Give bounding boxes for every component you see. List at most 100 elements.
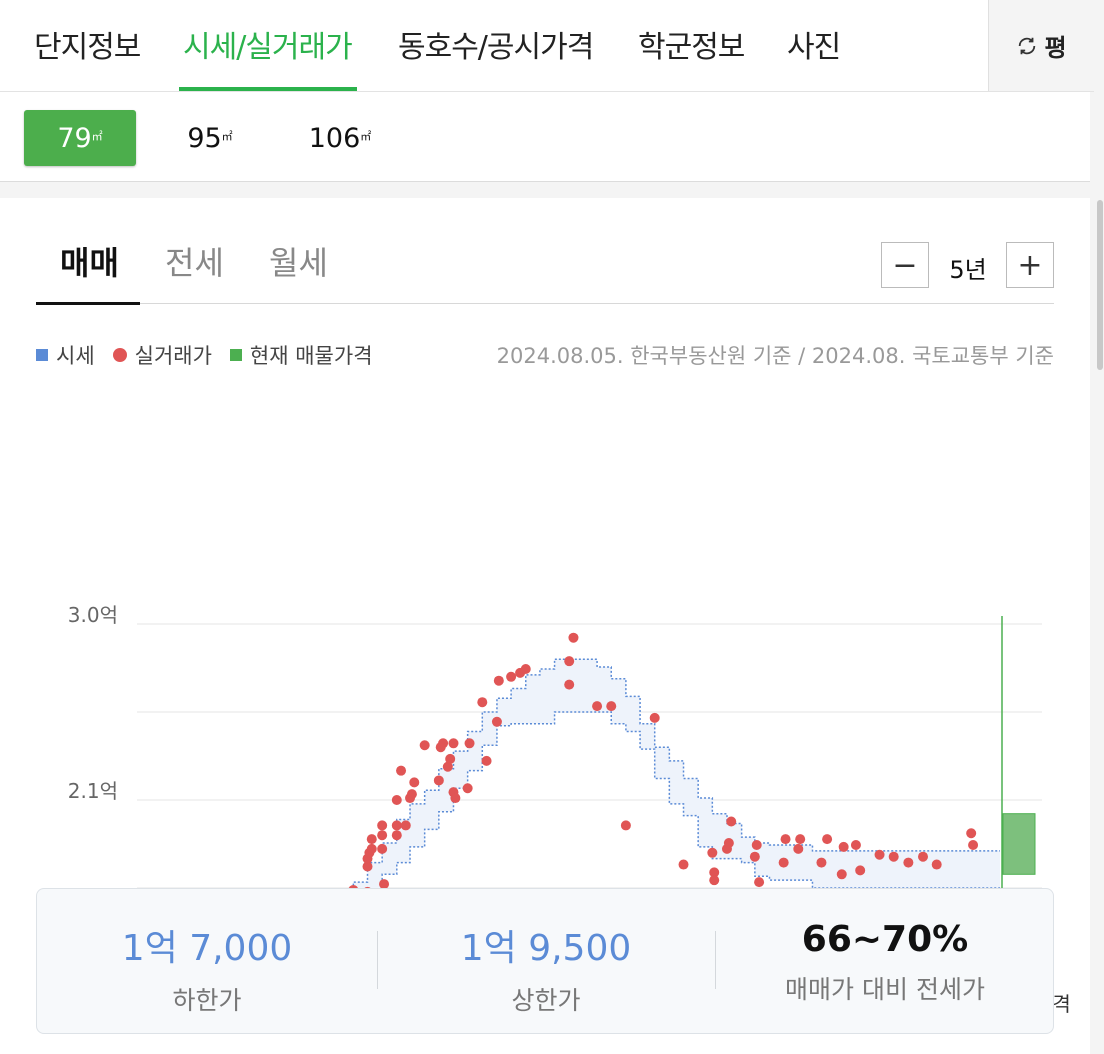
transaction-point [874,849,885,860]
transaction-point [592,701,603,712]
transaction-point [754,877,765,888]
y-tick-label: 3.0억 [68,603,118,627]
transaction-point [968,839,979,850]
area-value: 79 [57,122,92,154]
area-value: 106 [308,122,361,154]
summary-label: 하한가 [172,986,242,1015]
area-selector: 79 ㎡ 95 ㎡ 106 ㎡ [0,92,1090,182]
transaction-point [780,834,791,845]
data-source-note: 2024.08.05. 한국부동산원 기준 / 2024.08. 국토교통부 기… [496,344,1054,368]
scrollbar[interactable] [1096,0,1104,1054]
transaction-point [377,830,388,841]
top-nav: 단지정보 시세/실거래가 동호수/공시가격 학군정보 사진 평 [0,0,1094,92]
transaction-point [406,789,417,800]
y-tick-label: 2.1억 [68,779,118,803]
legend-item-transaction: 실거래가 [112,340,212,370]
legend-dot-icon [112,348,127,362]
transaction-point [723,838,734,849]
transaction-point [442,761,453,772]
transaction-point [391,795,402,805]
period-increase-button[interactable]: + [1006,242,1054,288]
transaction-point [464,738,475,749]
transaction-point [520,663,531,674]
tab-photos[interactable]: 사진 [787,30,841,65]
legend-label: 실거래가 [134,344,212,368]
transaction-point [445,753,456,764]
divider [715,931,716,989]
transaction-point [778,857,789,868]
transaction-point [850,839,861,850]
summary-low: 1억 7,000 하한가 [37,889,377,1035]
scrollbar-thumb[interactable] [1097,200,1103,370]
summary-label: 상한가 [511,986,581,1015]
transaction-point [709,875,720,886]
transaction-point [493,675,504,686]
transaction-point [678,859,689,870]
legend-square-icon [229,349,242,361]
transaction-point [568,632,579,643]
transaction-point [726,816,737,827]
period-label: 5년 [949,256,987,284]
transaction-point [793,843,804,854]
trade-tab-underline [36,302,140,305]
period-decrease-button[interactable]: − [881,242,929,288]
transaction-point [707,847,718,858]
transaction-point [795,834,806,845]
transaction-point [564,679,575,690]
summary-high: 1억 9,500 상한가 [377,889,715,1035]
transaction-point [450,793,461,804]
divider [377,931,378,989]
area-option-79[interactable]: 79 ㎡ [24,110,136,166]
transaction-point [903,857,914,868]
tab-units-official-price[interactable]: 동호수/공시가격 [398,30,594,65]
area-unit: ㎡ [221,130,233,143]
trade-tab-jeonse[interactable]: 전세 [165,244,224,282]
transaction-point [966,828,977,839]
unit-label: 평 [1044,34,1067,62]
transaction-point [506,671,517,682]
legend-item-market: 시세 [36,340,95,370]
transaction-point [838,841,849,852]
transaction-point [918,851,929,862]
transaction-point [477,697,488,708]
transaction-point [888,851,899,862]
transaction-point [931,859,942,870]
transaction-point [433,775,444,786]
transaction-point [836,869,847,880]
trade-tab-monthly[interactable]: 월세 [269,244,328,282]
transaction-point [749,851,760,862]
tab-price[interactable]: 시세/실거래가 [183,30,353,65]
transaction-point [564,656,575,667]
transaction-point [448,738,459,749]
summary-value: 66~70% [801,919,969,960]
trade-tab-sale[interactable]: 매매 [60,244,119,282]
listing-price-bar [1002,813,1036,875]
unit-toggle-button[interactable]: 평 [988,0,1094,91]
transaction-point [377,820,388,831]
transaction-point [620,820,631,831]
market-band-area [137,659,1000,943]
area-unit: ㎡ [360,130,372,143]
transaction-point [816,857,827,868]
transaction-point [377,843,388,854]
area-option-95[interactable]: 95 ㎡ [160,110,260,166]
chart-legend: 시세 실거래가 현재 매물가격 [36,340,391,370]
price-summary: 1억 7,000 하한가 1억 9,500 상한가 66~70% 매매가 대비 … [36,888,1054,1034]
legend-square-icon [36,349,48,361]
tab-school-info[interactable]: 학군정보 [638,30,745,65]
legend-item-listing: 현재 매물가격 [229,340,373,370]
transaction-point [751,839,762,850]
transaction-point [855,865,866,876]
transaction-point [366,843,377,854]
trade-tab-baseline [36,303,1054,304]
tab-complex-info[interactable]: 단지정보 [34,30,141,65]
transaction-point [491,716,502,727]
area-unit: ㎡ [91,130,103,143]
area-option-106[interactable]: 106 ㎡ [284,110,396,166]
transaction-point [709,867,720,878]
transaction-point [649,712,660,723]
transaction-point [391,830,402,841]
transaction-point [409,777,420,788]
transaction-point [822,834,833,845]
area-value: 95 [187,122,222,154]
